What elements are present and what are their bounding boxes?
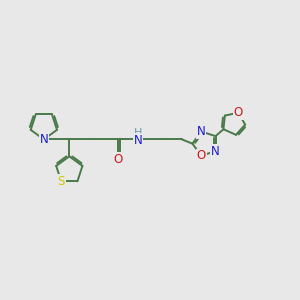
Text: H: H	[134, 128, 142, 138]
Text: N: N	[134, 134, 143, 147]
Text: N: N	[197, 125, 206, 138]
Text: N: N	[211, 145, 220, 158]
Text: O: O	[196, 149, 206, 162]
Text: O: O	[234, 106, 243, 119]
Text: N: N	[40, 133, 48, 146]
Text: O: O	[113, 153, 123, 166]
Text: S: S	[58, 175, 65, 188]
